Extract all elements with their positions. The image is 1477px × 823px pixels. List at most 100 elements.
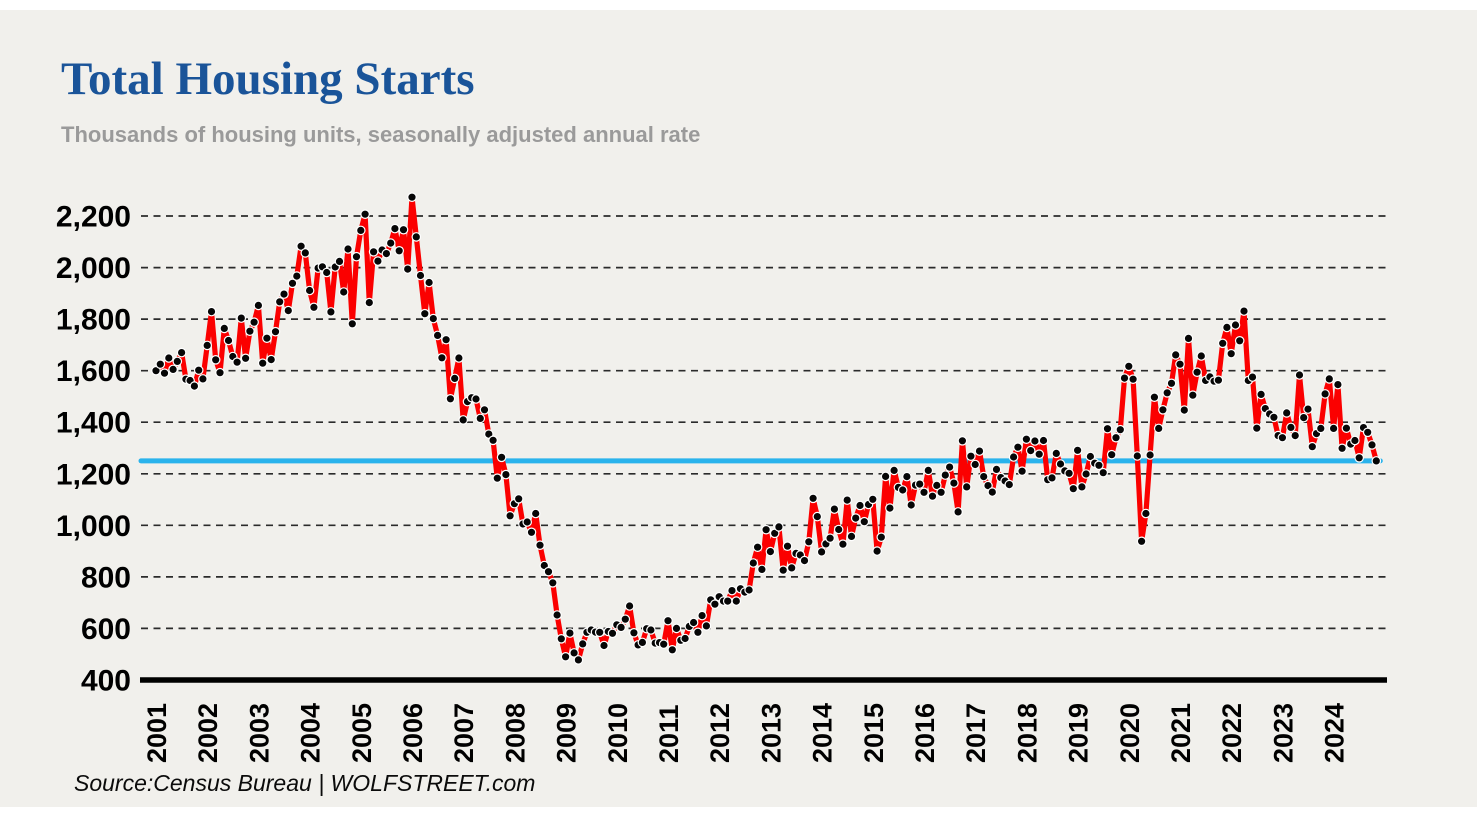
data-point <box>697 610 707 621</box>
data-point <box>1367 440 1377 450</box>
data-point <box>991 464 1002 475</box>
data-point <box>693 627 703 638</box>
data-point <box>283 305 294 316</box>
data-point <box>808 493 818 504</box>
data-point <box>885 503 895 513</box>
data-point <box>970 459 980 470</box>
data-point <box>492 473 503 483</box>
data-point <box>646 625 656 635</box>
data-point <box>573 655 584 665</box>
data-point <box>1324 374 1335 384</box>
data-point <box>944 462 955 472</box>
data-point <box>437 352 447 363</box>
data-point <box>347 318 358 329</box>
data-point <box>151 365 161 376</box>
data-point <box>1183 333 1194 344</box>
data-point <box>859 516 870 527</box>
data-point <box>343 244 353 254</box>
data-point <box>1175 359 1185 369</box>
data-point <box>1149 392 1160 402</box>
data-point <box>701 621 712 631</box>
data-point <box>799 555 810 566</box>
data-point <box>398 224 409 235</box>
data-point <box>552 610 562 620</box>
data-point <box>364 297 375 308</box>
data-point <box>449 373 460 384</box>
data-point <box>565 628 575 638</box>
data-point <box>522 517 532 527</box>
x-tick-label: 2023 <box>1268 703 1298 763</box>
data-point <box>1094 460 1104 471</box>
data-point <box>1230 320 1241 330</box>
data-point <box>496 452 507 463</box>
data-point <box>731 596 742 606</box>
data-point <box>757 564 767 575</box>
data-point <box>1111 432 1121 443</box>
data-point <box>309 302 319 313</box>
x-tick-label: 2020 <box>1115 703 1145 763</box>
data-point <box>321 267 332 278</box>
data-point <box>441 334 451 345</box>
data-point <box>1179 405 1190 415</box>
data-point <box>164 353 174 363</box>
data-point <box>1102 423 1113 434</box>
data-point <box>778 565 788 575</box>
data-point <box>266 354 276 365</box>
data-point <box>803 536 814 547</box>
data-point <box>530 508 541 519</box>
x-tick-label: 2015 <box>859 703 889 763</box>
data-point <box>919 487 929 498</box>
x-tick-label: 2022 <box>1217 703 1247 763</box>
data-point <box>949 478 959 488</box>
x-tick-label: 2018 <box>1012 703 1042 763</box>
x-tick-label: 2011 <box>654 704 684 763</box>
data-point <box>1239 306 1249 316</box>
y-tick-label: 1,000 <box>56 510 131 543</box>
data-point <box>424 277 434 288</box>
data-point <box>355 225 366 236</box>
data-point <box>637 637 648 648</box>
data-point <box>526 527 537 538</box>
x-tick-label: 2019 <box>1064 703 1094 763</box>
data-point <box>1047 473 1057 483</box>
data-point <box>957 435 968 446</box>
data-point <box>155 359 166 369</box>
data-point <box>1064 468 1074 479</box>
y-tick-label: 2,000 <box>56 252 131 285</box>
x-tick-label: 2001 <box>142 703 172 763</box>
data-point <box>667 644 678 655</box>
data-point <box>936 487 946 498</box>
data-point <box>300 248 311 258</box>
data-point <box>812 511 823 522</box>
page-title: Total Housing Starts <box>61 53 475 105</box>
data-point <box>906 500 916 510</box>
data-point <box>744 585 754 595</box>
data-point <box>663 615 673 626</box>
y-tick-label: 1,600 <box>56 355 131 388</box>
data-point <box>432 330 443 341</box>
y-tick-label: 1,400 <box>56 407 131 440</box>
data-point <box>385 238 396 248</box>
data-point <box>249 317 259 327</box>
data-point <box>419 308 430 319</box>
data-point <box>1362 427 1373 438</box>
data-point <box>488 435 498 446</box>
x-tick-label: 2007 <box>449 703 479 763</box>
data-point <box>407 192 417 202</box>
data-point <box>458 415 468 425</box>
data-point <box>1350 435 1360 446</box>
data-point <box>1145 450 1155 460</box>
data-point <box>624 601 635 611</box>
data-point <box>415 270 426 281</box>
data-point <box>1286 422 1296 433</box>
data-point <box>607 628 618 639</box>
data-point <box>390 223 400 234</box>
y-tick-label: 800 <box>81 561 131 594</box>
data-point <box>257 358 268 368</box>
data-point <box>1030 436 1040 446</box>
x-tick-label: 2006 <box>398 703 428 763</box>
source-credit: Source:Census Bureau | WOLFSTREET.com <box>74 770 536 796</box>
data-point <box>198 374 208 384</box>
data-point <box>479 404 490 415</box>
data-point <box>334 256 345 267</box>
